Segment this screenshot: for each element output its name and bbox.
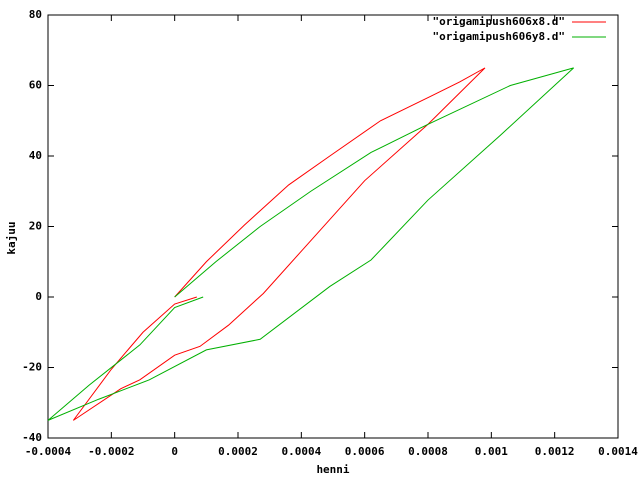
x-tick-label: 0.0006 bbox=[345, 445, 385, 458]
x-tick-label: 0.0014 bbox=[598, 445, 638, 458]
x-tick-label: 0.0004 bbox=[281, 445, 321, 458]
y-tick-label: -40 bbox=[22, 431, 42, 444]
x-tick-label: 0.0008 bbox=[408, 445, 448, 458]
y-tick-label: 40 bbox=[29, 149, 42, 162]
x-tick-label: 0.0012 bbox=[535, 445, 575, 458]
y-tick-label: 0 bbox=[35, 290, 42, 303]
x-tick-label: 0 bbox=[171, 445, 178, 458]
y-tick-label: -20 bbox=[22, 361, 42, 374]
y-axis-label: kajuu bbox=[5, 221, 18, 254]
plot-frame bbox=[47, 14, 619, 439]
y-tick-label: 20 bbox=[29, 220, 42, 233]
x-tick-label: 0.0002 bbox=[218, 445, 258, 458]
legend-label: "origamipush606x8.d" bbox=[433, 15, 565, 28]
y-tick-label: 60 bbox=[29, 79, 42, 92]
data-line bbox=[72, 67, 486, 421]
data-line bbox=[47, 67, 575, 421]
x-axis-label: henni bbox=[316, 463, 349, 476]
legend-label: "origamipush606y8.d" bbox=[433, 30, 565, 43]
y-tick-label: 80 bbox=[29, 8, 42, 21]
x-tick-label: -0.0002 bbox=[88, 445, 134, 458]
x-tick-label: -0.0004 bbox=[25, 445, 72, 458]
x-tick-label: 0.001 bbox=[475, 445, 508, 458]
